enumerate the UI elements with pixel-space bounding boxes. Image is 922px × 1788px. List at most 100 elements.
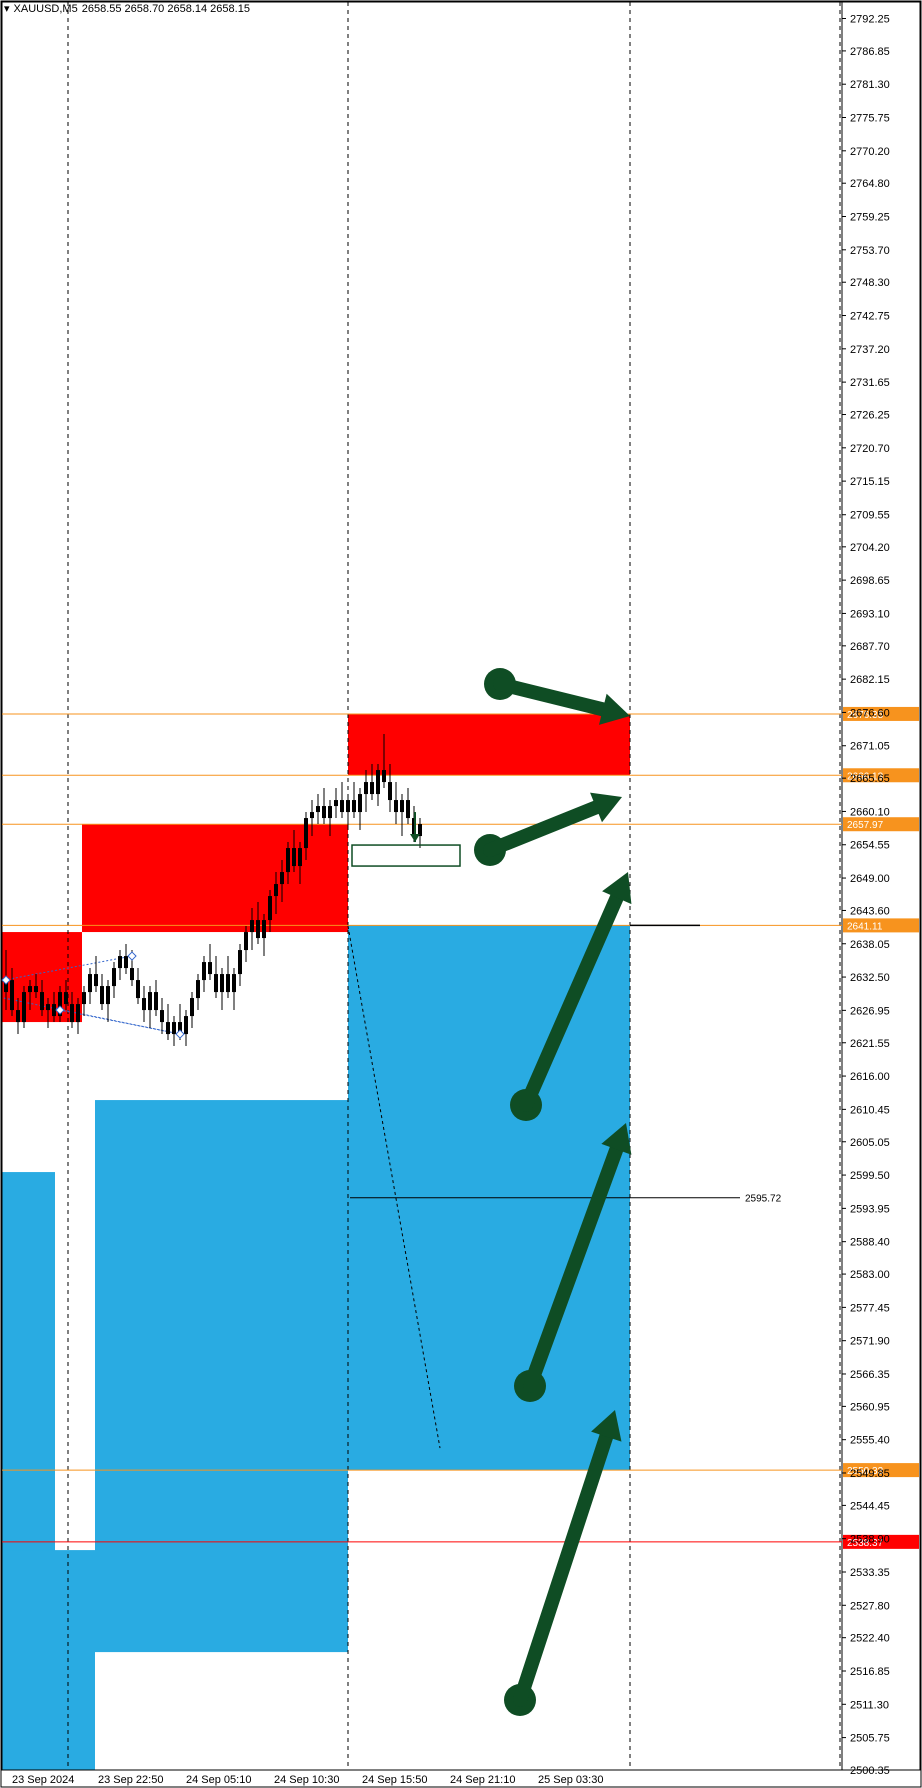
y-tick-label: 2577.45	[850, 1302, 890, 1314]
candle-body	[298, 848, 302, 866]
candle-body	[382, 770, 386, 782]
candle-body	[82, 992, 86, 1004]
y-tick-label: 2748.30	[850, 277, 890, 289]
candle-body	[238, 950, 242, 974]
candle-body	[22, 992, 26, 1022]
y-tick-label: 2759.25	[850, 212, 890, 224]
y-tick-label: 2698.65	[850, 575, 890, 587]
candle-body	[112, 968, 116, 986]
y-tick-label: 2660.10	[850, 806, 890, 818]
y-tick-label: 2616.00	[850, 1071, 890, 1083]
chart-svg[interactable]: 2676.352666.132657.972641.112595.722550.…	[0, 0, 922, 1788]
y-tick-label: 2583.00	[850, 1269, 890, 1281]
y-tick-label: 2781.30	[850, 79, 890, 91]
y-tick-label: 2726.25	[850, 410, 890, 422]
ohlc-label: 2658.55 2658.70 2658.14 2658.15	[82, 3, 250, 15]
y-tick-label: 2775.75	[850, 113, 890, 125]
candle-body	[124, 956, 128, 968]
candle-body	[100, 986, 104, 1004]
y-tick-label: 2676.60	[850, 707, 890, 719]
x-tick-label: 24 Sep 05:10	[186, 1774, 251, 1786]
hline-label: 2595.72	[745, 1194, 782, 1205]
y-tick-label: 2538.90	[850, 1534, 890, 1546]
y-tick-label: 2687.70	[850, 641, 890, 653]
y-tick-label: 2588.40	[850, 1237, 890, 1249]
blue-zone	[95, 1100, 348, 1652]
candle-body	[406, 800, 410, 818]
candle-body	[370, 782, 374, 794]
symbol-dropdown-icon[interactable]: ▾	[4, 2, 10, 15]
candle-body	[232, 974, 236, 992]
x-tick-label: 24 Sep 10:30	[274, 1774, 339, 1786]
y-tick-label: 2731.65	[850, 377, 890, 389]
price-tag-text: 2641.11	[847, 921, 883, 932]
chart-container: ▾ XAUUSD,M5 2658.55 2658.70 2658.14 2658…	[0, 0, 922, 1788]
candle-body	[292, 848, 296, 866]
candle-body	[184, 1016, 188, 1034]
y-tick-label: 2764.80	[850, 178, 890, 190]
y-tick-label: 2555.40	[850, 1435, 890, 1447]
candle-body	[76, 1004, 80, 1022]
candle-body	[376, 770, 380, 794]
y-tick-label: 2693.10	[850, 608, 890, 620]
candle-body	[40, 992, 44, 1010]
price-tag-text: 2657.97	[847, 820, 884, 831]
candle-body	[202, 962, 206, 980]
y-tick-label: 2516.85	[850, 1666, 890, 1678]
candle-body	[118, 956, 122, 968]
y-tick-label: 2643.60	[850, 905, 890, 917]
candle-body	[394, 800, 398, 812]
candle-body	[388, 782, 392, 800]
candle-body	[142, 998, 146, 1010]
y-tick-label: 2649.00	[850, 873, 890, 885]
candle-body	[286, 848, 290, 872]
y-tick-label: 2720.70	[850, 443, 890, 455]
candle-body	[400, 800, 404, 812]
y-tick-label: 2671.05	[850, 741, 890, 753]
y-tick-label: 2742.75	[850, 311, 890, 323]
y-tick-label: 2665.65	[850, 773, 890, 785]
y-tick-label: 2522.40	[850, 1633, 890, 1645]
candle-body	[274, 884, 278, 896]
candle-body	[106, 986, 110, 1004]
candle-body	[340, 800, 344, 812]
candle-body	[250, 920, 254, 932]
y-tick-label: 2786.85	[850, 46, 890, 58]
y-tick-label: 2533.35	[850, 1567, 890, 1579]
y-tick-label: 2571.90	[850, 1336, 890, 1348]
candle-body	[160, 1010, 164, 1022]
candle-body	[304, 818, 308, 848]
candle-body	[136, 980, 140, 998]
y-tick-label: 2511.30	[850, 1699, 889, 1711]
y-tick-label: 2500.35	[850, 1765, 890, 1777]
y-tick-label: 2505.75	[850, 1733, 890, 1745]
candle-body	[190, 998, 194, 1016]
y-tick-label: 2682.15	[850, 674, 890, 686]
candle-body	[34, 986, 38, 992]
candle-body	[148, 992, 152, 1010]
y-tick-label: 2709.55	[850, 510, 890, 522]
candle-body	[220, 974, 224, 992]
y-tick-label: 2737.20	[850, 344, 890, 356]
chart-header: ▾ XAUUSD,M5 2658.55 2658.70 2658.14 2658…	[4, 2, 250, 15]
candle-body	[70, 1004, 74, 1022]
candle-body	[244, 932, 248, 950]
candle-body	[268, 896, 272, 920]
candle-body	[172, 1022, 176, 1034]
y-tick-label: 2704.20	[850, 542, 890, 554]
candle-body	[28, 986, 32, 992]
y-tick-label: 2544.45	[850, 1500, 890, 1512]
x-tick-label: 25 Sep 03:30	[538, 1774, 603, 1786]
candle-body	[358, 794, 362, 812]
candle-body	[226, 974, 230, 992]
y-tick-label: 2527.80	[850, 1600, 890, 1612]
y-tick-label: 2605.05	[850, 1137, 890, 1149]
candle-body	[166, 1022, 170, 1034]
candle-body	[214, 974, 218, 992]
candle-body	[130, 968, 134, 980]
y-tick-label: 2638.05	[850, 939, 890, 951]
candle-body	[256, 920, 260, 938]
candle-body	[364, 782, 368, 794]
y-tick-label: 2654.55	[850, 840, 890, 852]
y-tick-label: 2792.25	[850, 14, 890, 26]
